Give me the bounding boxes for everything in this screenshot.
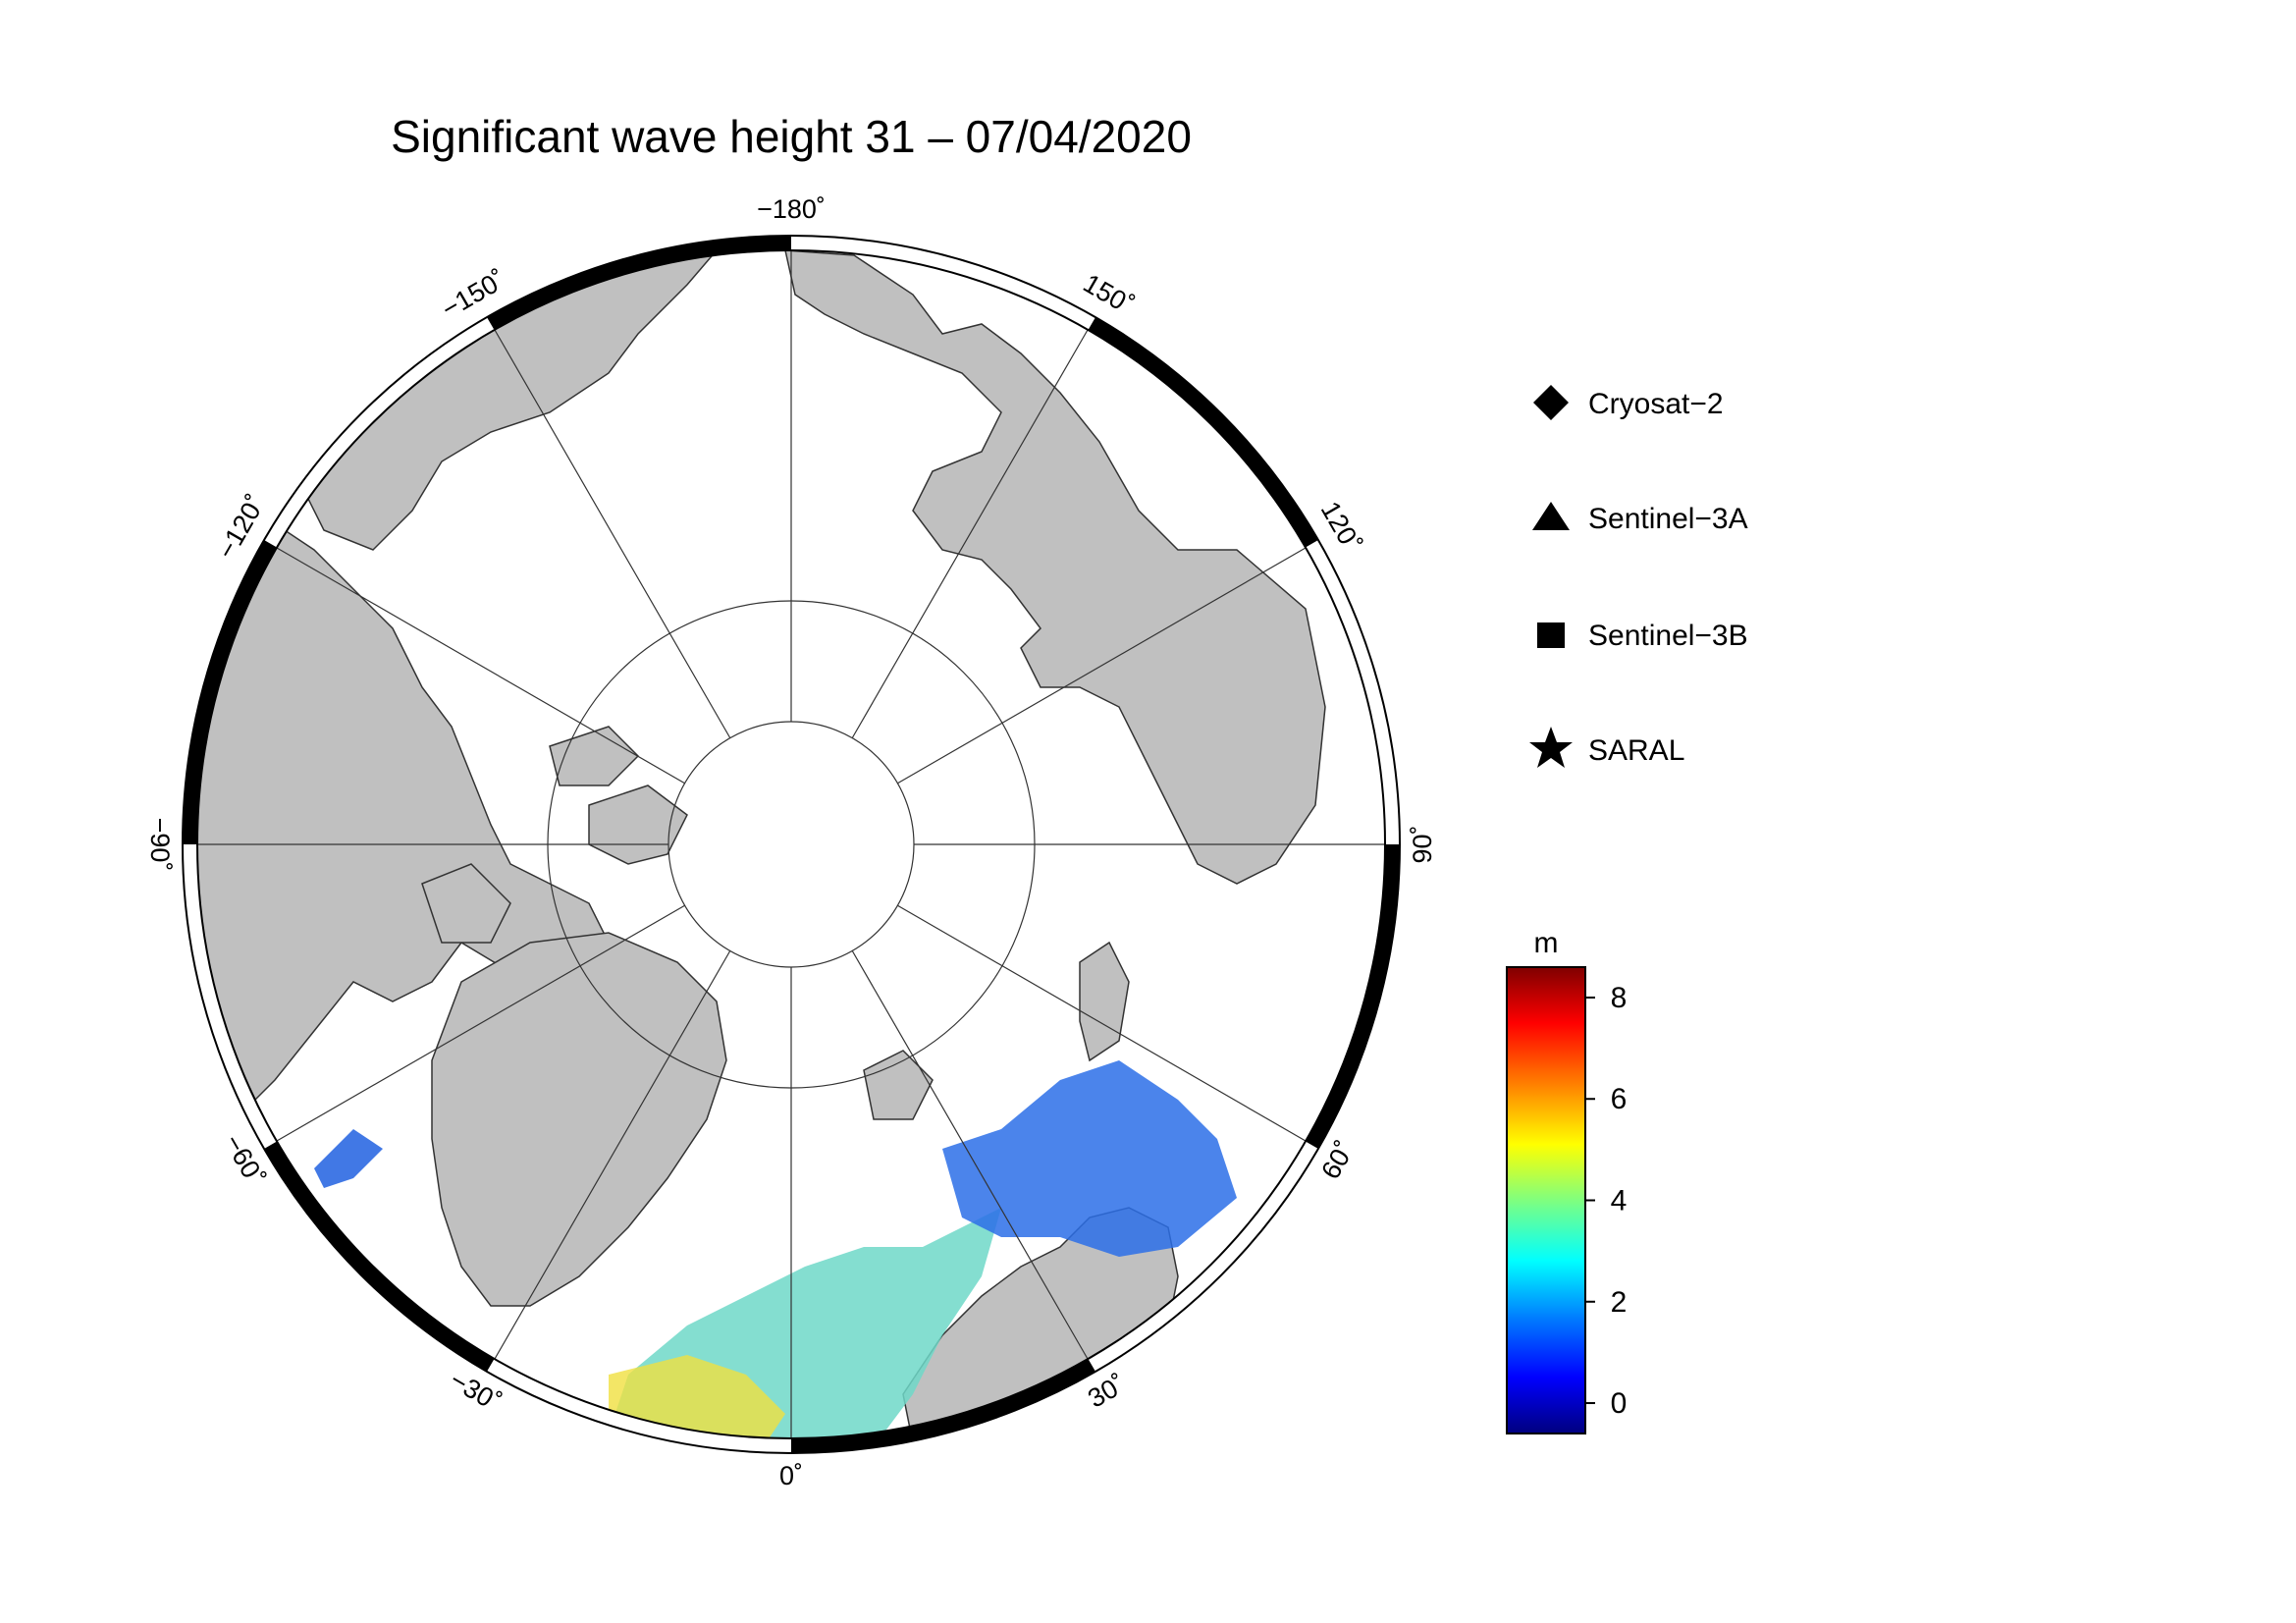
land-ellesmere	[549, 726, 640, 786]
longitude-label: −180˚	[757, 194, 826, 224]
land-siberia	[784, 250, 1326, 885]
legend-label-sentinel-3a: Sentinel−3A	[1588, 503, 1748, 535]
square-icon	[1537, 622, 1565, 648]
frame-band	[264, 1141, 495, 1372]
frame-band	[791, 1358, 1095, 1453]
graticule	[197, 250, 1385, 1438]
meridian-30	[851, 949, 1089, 1360]
map-title: Significant wave height 31 – 07/04/2020	[391, 111, 1192, 162]
meridian-minus-60	[276, 904, 686, 1142]
colorbar: m 0 2 4 6 8	[1506, 927, 1627, 1434]
frame-band	[1088, 317, 1318, 548]
diamond-icon	[1533, 385, 1569, 420]
legend-label-saral: SARAL	[1588, 734, 1684, 767]
colorbar-unit: m	[1534, 927, 1559, 959]
longitude-label: −30˚	[445, 1365, 506, 1417]
colorbar-tick-label: 8	[1611, 982, 1628, 1014]
colorbar-ticks: 0 2 4 6 8	[1585, 982, 1627, 1420]
legend-label-cryosat: Cryosat−2	[1588, 388, 1724, 420]
meridian-120	[896, 547, 1307, 784]
meridian-150	[851, 329, 1089, 739]
frame-band	[487, 236, 791, 331]
legend-item-sentinel-3a: Sentinel−3A	[1532, 502, 1748, 535]
longitude-label: 90˚	[1408, 825, 1437, 863]
meridian-minus-150	[494, 329, 731, 739]
colorbar-tick-label: 4	[1611, 1185, 1628, 1217]
land-alaska	[294, 250, 719, 551]
track-area-barents	[942, 1060, 1237, 1257]
legend-label-sentinel-3b: Sentinel−3B	[1588, 620, 1748, 652]
colorbar-tick-label: 6	[1611, 1083, 1628, 1115]
longitude-label: −60˚	[218, 1129, 270, 1190]
meridian-lines	[197, 250, 1385, 1438]
track-area-labrador	[314, 1129, 383, 1188]
star-icon	[1529, 727, 1573, 768]
frame-tick-bands	[183, 236, 1400, 1453]
colorbar-gradient	[1506, 966, 1586, 1434]
legend-item-saral: SARAL	[1529, 727, 1684, 768]
meridian-60	[896, 904, 1307, 1142]
satellite-legend: Cryosat−2 Sentinel−3A Sentinel−3B SARAL	[1529, 385, 1748, 768]
legend-item-cryosat: Cryosat−2	[1533, 385, 1724, 420]
polar-map: −180˚150˚120˚90˚60˚30˚0˚−30˚−60˚−90˚−120…	[145, 194, 1437, 1490]
frame-band	[1305, 844, 1400, 1149]
frame-band	[183, 540, 278, 844]
longitude-label: −90˚	[145, 818, 175, 872]
colorbar-tick-label: 0	[1611, 1387, 1628, 1420]
longitude-label: 0˚	[779, 1461, 803, 1490]
land-svalbard	[863, 1050, 934, 1120]
map-frame	[182, 235, 1401, 1454]
land-novaya-zemlya	[1079, 941, 1130, 1062]
land-masses	[197, 250, 1326, 1438]
land-greenland	[431, 932, 727, 1307]
colorbar-tick-label: 2	[1611, 1286, 1628, 1319]
legend-item-sentinel-3b: Sentinel−3B	[1537, 620, 1748, 652]
land-baffin	[421, 863, 511, 944]
triangle-icon	[1532, 502, 1570, 530]
meridian-minus-120	[276, 547, 686, 784]
meridian-minus-30	[494, 949, 731, 1360]
